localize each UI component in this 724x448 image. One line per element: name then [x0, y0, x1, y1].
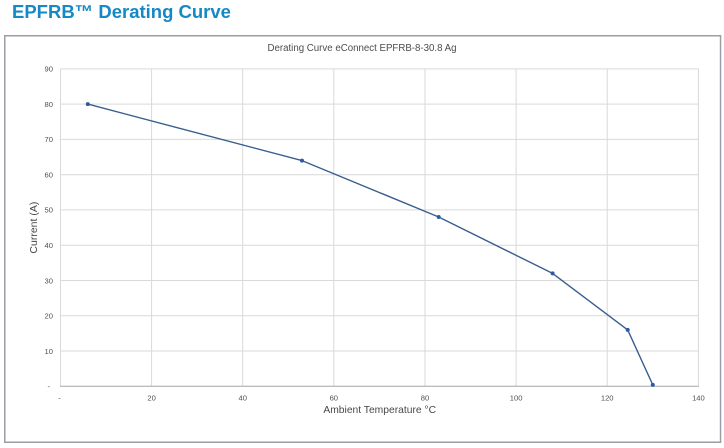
svg-text:100: 100	[510, 393, 523, 402]
svg-text:20: 20	[147, 393, 155, 402]
svg-text:90: 90	[45, 65, 53, 74]
svg-text:80: 80	[45, 100, 53, 109]
svg-text:80: 80	[421, 393, 429, 402]
svg-text:40: 40	[45, 241, 53, 250]
svg-text:60: 60	[45, 171, 53, 180]
svg-text:10: 10	[45, 347, 53, 356]
svg-text:Derating Curve eConnect EPFRB-: Derating Curve eConnect EPFRB-8-30.8 Ag	[267, 43, 456, 54]
svg-text:-: -	[58, 393, 61, 402]
svg-text:140: 140	[692, 393, 705, 402]
svg-text:70: 70	[45, 135, 53, 144]
svg-text:Ambient Temperature °C: Ambient Temperature °C	[323, 405, 436, 416]
svg-text:Current (A): Current (A)	[28, 202, 40, 254]
svg-text:20: 20	[45, 312, 53, 321]
svg-text:60: 60	[330, 393, 338, 402]
svg-text:50: 50	[45, 206, 53, 215]
svg-text:40: 40	[238, 393, 246, 402]
svg-text:30: 30	[45, 276, 53, 285]
svg-text:120: 120	[601, 393, 614, 402]
svg-text:-: -	[47, 382, 50, 391]
